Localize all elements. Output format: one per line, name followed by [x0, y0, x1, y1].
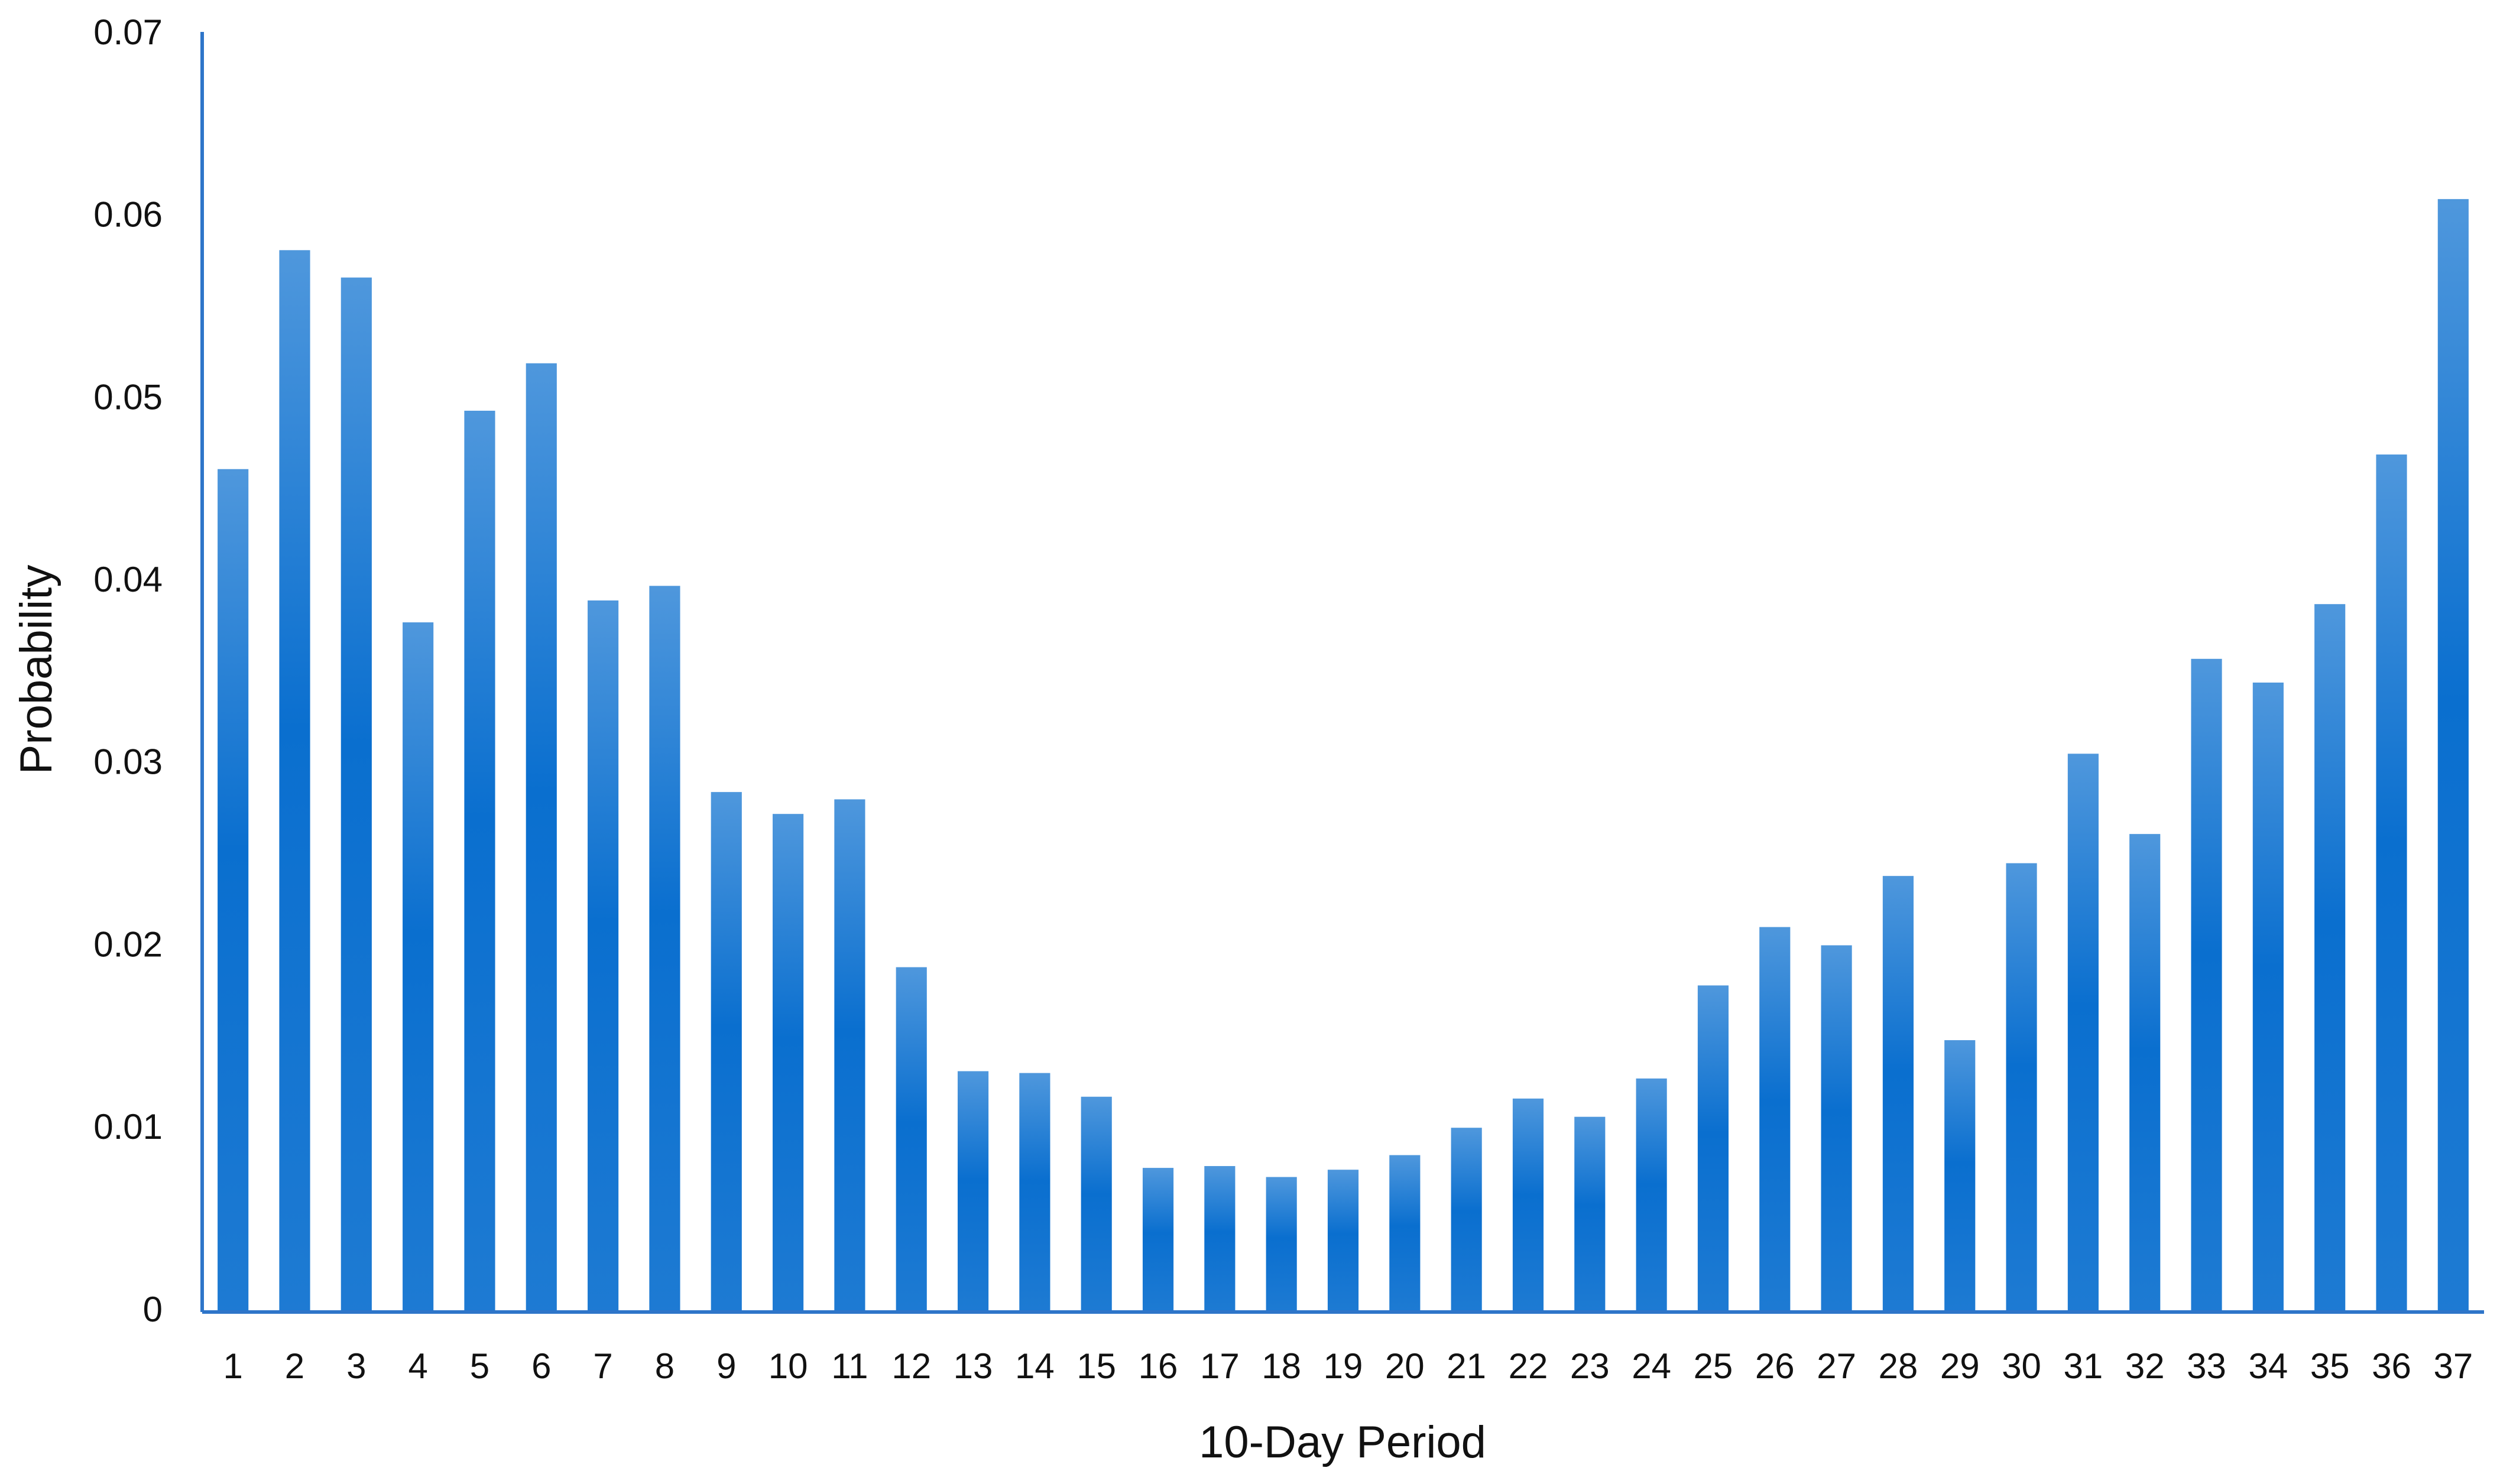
x-tick-label: 1	[223, 1346, 242, 1386]
x-tick-label: 21	[1447, 1346, 1486, 1386]
bar	[2376, 454, 2407, 1312]
x-tick-label: 4	[408, 1346, 427, 1386]
x-tick-label: 18	[1262, 1346, 1301, 1386]
x-tick-label: 2	[285, 1346, 304, 1386]
bar	[1512, 1098, 1544, 1312]
x-tick-label: 19	[1324, 1346, 1363, 1386]
x-tick-label: 33	[2187, 1346, 2226, 1386]
y-tick-label: 0	[143, 1290, 163, 1329]
bar	[464, 410, 495, 1312]
bar	[1451, 1128, 1482, 1312]
x-tick-label: 31	[2064, 1346, 2103, 1386]
bar	[896, 967, 927, 1312]
x-tick-label: 30	[2002, 1346, 2041, 1386]
bar	[649, 586, 680, 1312]
y-tick-label: 0.05	[93, 377, 163, 417]
x-tick-label: 5	[470, 1346, 489, 1386]
bar	[1574, 1116, 1606, 1312]
bar	[2067, 754, 2099, 1312]
bar	[403, 622, 434, 1312]
bar	[1759, 927, 1791, 1312]
x-tick-label: 32	[2125, 1346, 2165, 1386]
x-tick-label: 24	[1632, 1346, 1671, 1386]
x-tick-label: 35	[2310, 1346, 2350, 1386]
x-tick-label: 11	[831, 1346, 868, 1386]
bar	[1697, 985, 1729, 1312]
bar	[957, 1071, 989, 1312]
bar	[526, 363, 557, 1312]
bar	[2437, 199, 2469, 1312]
y-tick-label: 0.03	[93, 742, 163, 782]
bar	[588, 600, 619, 1312]
bar	[2129, 834, 2161, 1312]
y-tick-label: 0.07	[93, 12, 163, 52]
bar	[2191, 658, 2222, 1312]
bar	[2314, 604, 2346, 1312]
bar	[1204, 1166, 1236, 1312]
bar	[2006, 863, 2037, 1312]
bar	[2252, 682, 2284, 1312]
x-tick-label: 15	[1076, 1346, 1116, 1386]
x-tick-label: 27	[1817, 1346, 1856, 1386]
bar	[341, 277, 372, 1313]
bar	[1882, 876, 1914, 1312]
x-tick-label: 22	[1509, 1346, 1548, 1386]
x-tick-label: 34	[2248, 1346, 2288, 1386]
bar	[1142, 1168, 1174, 1312]
bar	[1821, 945, 1852, 1312]
x-tick-label: 36	[2372, 1346, 2411, 1386]
x-tick-label: 37	[2433, 1346, 2473, 1386]
x-tick-label: 25	[1694, 1346, 1733, 1386]
x-tick-label: 28	[1879, 1346, 1918, 1386]
bar	[1266, 1177, 1297, 1312]
x-tick-label: 10	[769, 1346, 808, 1386]
bar	[711, 792, 742, 1312]
x-tick-label: 12	[891, 1346, 931, 1386]
x-tick-label: 23	[1570, 1346, 1610, 1386]
x-tick-label: 14	[1015, 1346, 1055, 1386]
x-tick-label: 3	[346, 1346, 366, 1386]
x-tick-label: 26	[1755, 1346, 1795, 1386]
y-tick-label: 0.01	[93, 1107, 163, 1147]
x-axis-title: 10-Day Period	[1199, 1417, 1486, 1467]
x-tick-label: 9	[716, 1346, 736, 1386]
x-tick-label: 29	[1940, 1346, 1980, 1386]
x-tick-label: 20	[1385, 1346, 1425, 1386]
bar	[773, 814, 804, 1312]
y-tick-label: 0.06	[93, 195, 163, 235]
x-tick-label: 17	[1200, 1346, 1240, 1386]
bar	[1944, 1040, 1976, 1312]
bar	[279, 250, 310, 1313]
bar	[1081, 1096, 1112, 1312]
x-tick-label: 16	[1139, 1346, 1178, 1386]
bar	[1019, 1073, 1050, 1312]
bar	[1327, 1170, 1359, 1312]
x-tick-label: 8	[655, 1346, 675, 1386]
bar	[1636, 1078, 1667, 1312]
x-tick-label: 13	[954, 1346, 993, 1386]
bar	[1389, 1155, 1421, 1312]
x-tick-label: 7	[593, 1346, 612, 1386]
x-tick-label: 6	[531, 1346, 551, 1386]
bar	[218, 469, 249, 1312]
y-axis-title: Probability	[11, 565, 61, 775]
y-tick-label: 0.02	[93, 924, 163, 964]
y-tick-label: 0.04	[93, 560, 163, 599]
bar	[834, 799, 865, 1312]
